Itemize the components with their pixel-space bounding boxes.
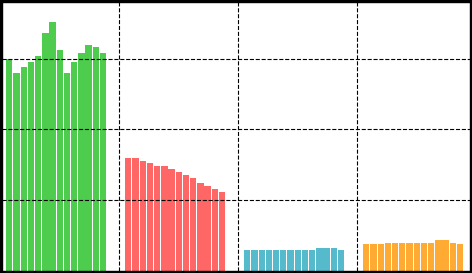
Bar xyxy=(50,22,56,271)
Bar xyxy=(93,47,99,271)
Bar xyxy=(100,53,106,271)
Bar xyxy=(287,250,294,271)
Bar xyxy=(450,243,456,271)
Bar xyxy=(71,61,77,271)
Bar xyxy=(406,243,413,271)
Bar xyxy=(154,166,160,271)
Bar xyxy=(457,244,463,271)
Bar xyxy=(64,73,70,271)
Bar xyxy=(259,250,265,271)
Bar xyxy=(244,250,251,271)
Bar xyxy=(371,244,377,271)
Bar xyxy=(176,172,182,271)
Bar xyxy=(309,250,315,271)
Bar xyxy=(169,169,175,271)
Bar xyxy=(132,158,139,271)
Bar xyxy=(428,243,434,271)
Bar xyxy=(204,186,211,271)
Bar xyxy=(190,177,196,271)
Bar xyxy=(85,44,92,271)
Bar xyxy=(302,250,308,271)
Bar xyxy=(392,243,398,271)
Bar xyxy=(363,244,370,271)
Bar xyxy=(78,53,84,271)
Bar xyxy=(421,243,427,271)
Bar xyxy=(399,243,405,271)
Bar xyxy=(266,250,272,271)
Bar xyxy=(140,161,146,271)
Bar xyxy=(21,67,27,271)
Bar xyxy=(442,240,449,271)
Bar xyxy=(378,244,384,271)
Bar xyxy=(6,59,12,271)
Bar xyxy=(330,248,337,271)
Bar xyxy=(280,250,287,271)
Bar xyxy=(273,250,279,271)
Bar xyxy=(35,56,42,271)
Bar xyxy=(219,192,225,271)
Bar xyxy=(385,243,391,271)
Bar xyxy=(211,189,218,271)
Bar xyxy=(125,158,132,271)
Bar xyxy=(57,50,63,271)
Bar xyxy=(338,250,344,271)
Bar xyxy=(323,248,330,271)
Bar xyxy=(316,248,322,271)
Bar xyxy=(42,33,49,271)
Bar xyxy=(161,166,168,271)
Bar xyxy=(197,183,203,271)
Bar xyxy=(147,163,153,271)
Bar xyxy=(13,73,20,271)
Bar xyxy=(251,250,258,271)
Bar xyxy=(28,61,34,271)
Bar xyxy=(295,250,301,271)
Bar xyxy=(435,240,441,271)
Bar xyxy=(183,175,189,271)
Bar xyxy=(413,243,420,271)
